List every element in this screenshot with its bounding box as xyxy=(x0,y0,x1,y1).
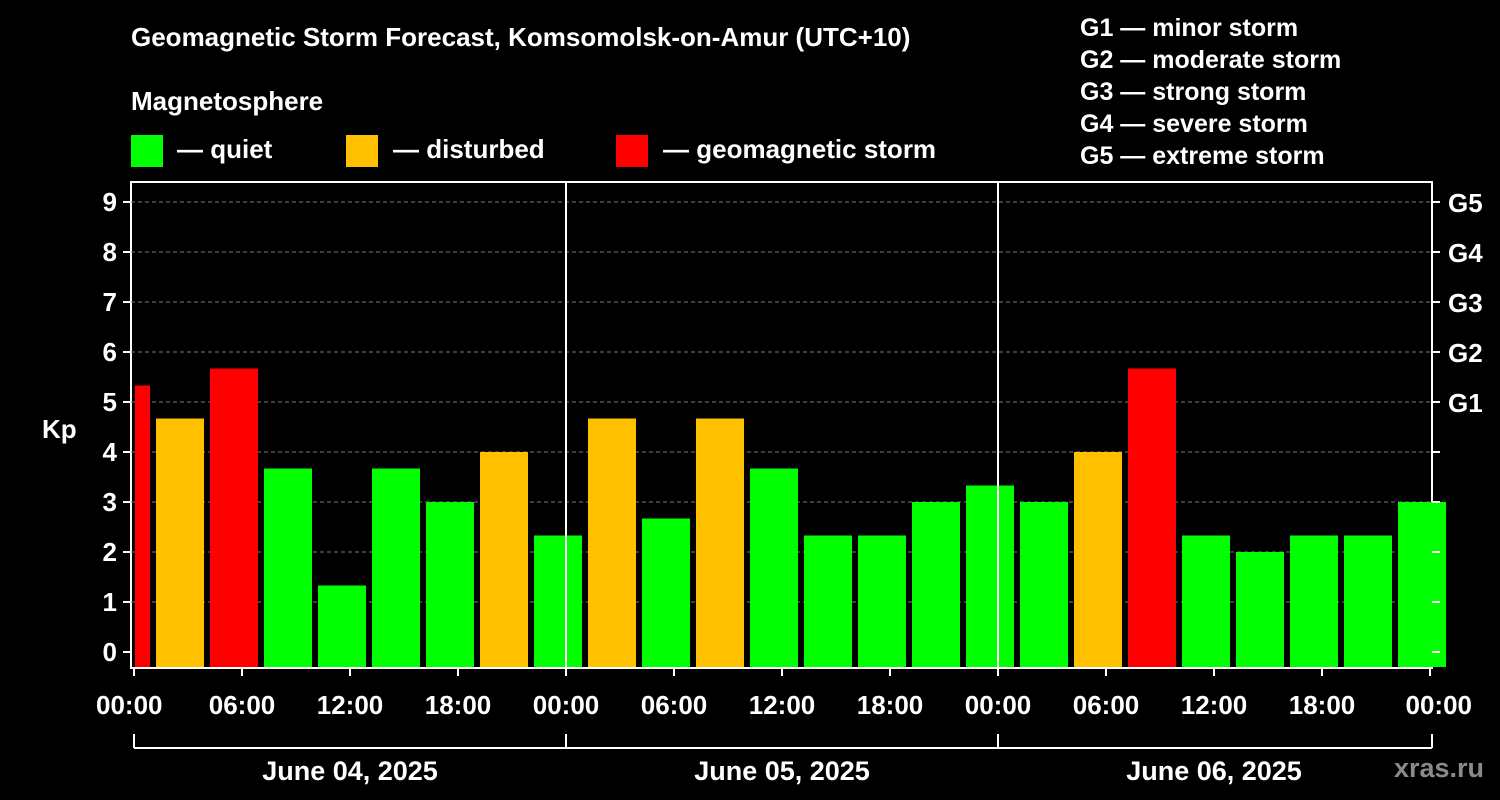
g-scale-item: G1 — minor storm xyxy=(1080,14,1299,42)
kp-bar xyxy=(1236,552,1284,667)
day-label: June 04, 2025 xyxy=(262,756,438,786)
kp-bar xyxy=(156,418,204,667)
kp-bar xyxy=(588,418,636,667)
x-tick-label: 00:00 xyxy=(96,690,163,720)
y-tick-label: 8 xyxy=(103,237,117,267)
g-scale-item: G4 — severe storm xyxy=(1080,110,1308,138)
kp-bar xyxy=(1074,452,1122,667)
kp-bar xyxy=(264,468,312,667)
g-scale-axis-label: G5 xyxy=(1448,188,1483,218)
y-tick-label: 9 xyxy=(103,187,117,217)
kp-bar xyxy=(372,468,420,667)
kp-bar xyxy=(480,452,528,667)
y-tick-label: 5 xyxy=(103,387,117,417)
kp-bar xyxy=(534,535,582,667)
y-tick-label: 3 xyxy=(103,487,117,517)
y-tick-label: 1 xyxy=(103,587,117,617)
kp-bar xyxy=(1020,502,1068,667)
day-label: June 05, 2025 xyxy=(694,756,870,786)
g-scale-axis-label: G1 xyxy=(1448,388,1483,418)
kp-bar xyxy=(1344,535,1392,667)
g-scale-item: G2 — moderate storm xyxy=(1080,46,1342,74)
y-tick-label: 6 xyxy=(103,337,117,367)
chart-title: Geomagnetic Storm Forecast, Komsomolsk-o… xyxy=(131,22,911,52)
x-tick-label: 00:00 xyxy=(1406,690,1473,720)
legend-label-disturbed: — disturbed xyxy=(393,134,545,164)
x-tick-label: 12:00 xyxy=(1181,690,1248,720)
x-tick-label: 12:00 xyxy=(317,690,384,720)
kp-bar xyxy=(804,535,852,667)
x-tick-label: 06:00 xyxy=(641,690,708,720)
x-tick-label: 18:00 xyxy=(425,690,492,720)
legend-swatch-disturbed xyxy=(346,135,378,167)
kp-bar xyxy=(135,385,150,667)
x-tick-label: 12:00 xyxy=(749,690,816,720)
legend-label-storm: — geomagnetic storm xyxy=(663,134,937,164)
legend-swatch-quiet xyxy=(131,135,163,167)
y-axis-label: Kp xyxy=(42,414,77,444)
x-tick-label: 00:00 xyxy=(533,690,600,720)
kp-bar xyxy=(912,502,960,667)
x-tick-label: 18:00 xyxy=(857,690,924,720)
kp-bar xyxy=(318,585,366,667)
kp-bar xyxy=(858,535,906,667)
g-scale-axis-label: G4 xyxy=(1448,238,1483,268)
kp-bar xyxy=(1290,535,1338,667)
g-scale-item: G3 — strong storm xyxy=(1080,78,1307,106)
kp-bar xyxy=(642,518,690,667)
g-scale-item: G5 — extreme storm xyxy=(1080,142,1325,170)
legend-swatch-storm xyxy=(616,135,648,167)
kp-bar xyxy=(1398,502,1446,667)
kp-bar xyxy=(750,468,798,667)
y-tick-label: 4 xyxy=(103,437,118,467)
g-scale-axis-label: G2 xyxy=(1448,338,1483,368)
x-tick-label: 06:00 xyxy=(209,690,276,720)
x-tick-label: 06:00 xyxy=(1073,690,1140,720)
day-label: June 06, 2025 xyxy=(1126,756,1302,786)
y-tick-label: 0 xyxy=(103,637,117,667)
g-scale-axis-label: G3 xyxy=(1448,288,1483,318)
x-tick-label: 18:00 xyxy=(1289,690,1356,720)
kp-bar xyxy=(426,502,474,667)
kp-bar xyxy=(966,485,1014,667)
legend-label-quiet: — quiet xyxy=(177,134,273,164)
y-tick-label: 2 xyxy=(103,537,117,567)
y-tick-label: 7 xyxy=(103,287,117,317)
kp-bar xyxy=(1128,368,1176,667)
watermark: xras.ru xyxy=(1393,753,1484,783)
x-tick-label: 00:00 xyxy=(965,690,1032,720)
kp-bar xyxy=(210,368,258,667)
magnetosphere-label: Magnetosphere xyxy=(131,86,324,116)
kp-bar xyxy=(696,418,744,667)
kp-bar xyxy=(1182,535,1230,667)
